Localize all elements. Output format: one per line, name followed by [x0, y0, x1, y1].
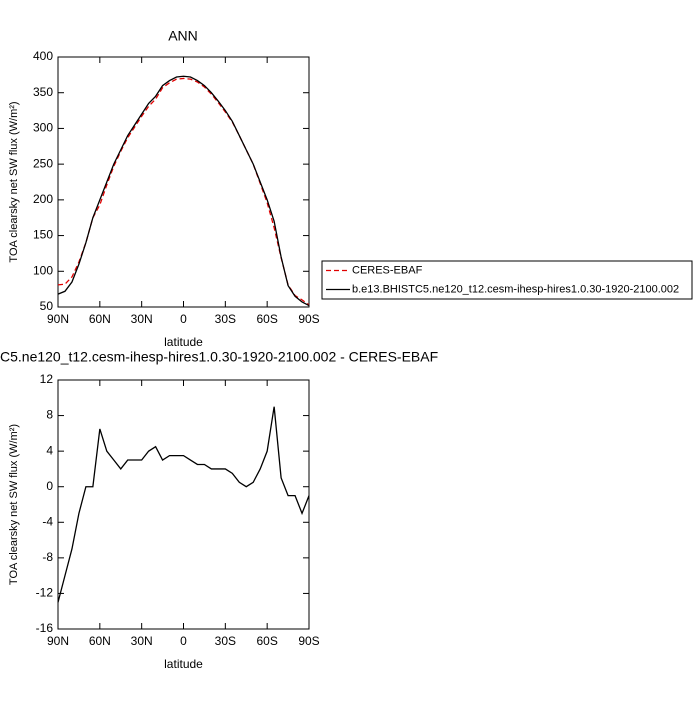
- data-line: [57, 406, 310, 603]
- x-tick-label: 30N: [131, 312, 153, 326]
- x-tick-label: 60S: [256, 634, 277, 648]
- data-line: [57, 77, 310, 306]
- data-line: [57, 75, 310, 307]
- y-tick-label: -12: [36, 586, 54, 600]
- y-tick-label: 0: [46, 479, 53, 493]
- y-tick-label: -4: [42, 514, 53, 528]
- y-tick-label: 400: [33, 49, 53, 63]
- x-tick-label: 0: [180, 312, 187, 326]
- x-tick-label: 60N: [89, 312, 111, 326]
- y-tick-label: 350: [33, 85, 53, 99]
- x-tick-label: 60S: [256, 312, 277, 326]
- x-tick-label: 60N: [89, 634, 111, 648]
- plot-frame: [57, 56, 310, 308]
- y-tick-label: 150: [33, 228, 53, 242]
- x-tick-label: 30S: [215, 634, 236, 648]
- legend-box: [321, 260, 693, 300]
- legend-label: CERES-EBAF: [352, 264, 423, 276]
- x-tick-label: 90S: [298, 634, 319, 648]
- y-tick-label: 250: [33, 156, 53, 170]
- chart-title: C5.ne120_t12.cesm-ihesp-hires1.0.30-1920…: [0, 349, 438, 365]
- y-axis-label: TOA clearsky net SW flux (W/m²): [8, 424, 20, 585]
- y-tick-label: 200: [33, 192, 53, 206]
- y-tick-label: 50: [40, 299, 54, 313]
- x-axis-label: latitude: [164, 657, 203, 671]
- y-tick-label: 4: [46, 443, 53, 457]
- x-tick-label: 90N: [47, 634, 69, 648]
- x-tick-label: 30S: [215, 312, 236, 326]
- x-tick-label: 0: [180, 634, 187, 648]
- x-tick-label: 90N: [47, 312, 69, 326]
- chart-title: ANN: [168, 28, 198, 44]
- y-tick-label: -16: [36, 621, 54, 635]
- y-tick-label: -8: [42, 550, 53, 564]
- x-tick-label: 30N: [131, 634, 153, 648]
- x-tick-label: 90S: [298, 312, 319, 326]
- y-tick-label: 8: [46, 408, 53, 422]
- x-axis-label: latitude: [164, 335, 203, 349]
- y-tick-label: 12: [40, 372, 54, 386]
- legend-label: b.e13.BHISTC5.ne120_t12.cesm-ihesp-hires…: [352, 283, 679, 295]
- y-axis-label: TOA clearsky net SW flux (W/m²): [8, 101, 20, 262]
- y-tick-label: 300: [33, 121, 53, 135]
- plot-frame: [57, 379, 310, 630]
- y-tick-label: 100: [33, 263, 53, 277]
